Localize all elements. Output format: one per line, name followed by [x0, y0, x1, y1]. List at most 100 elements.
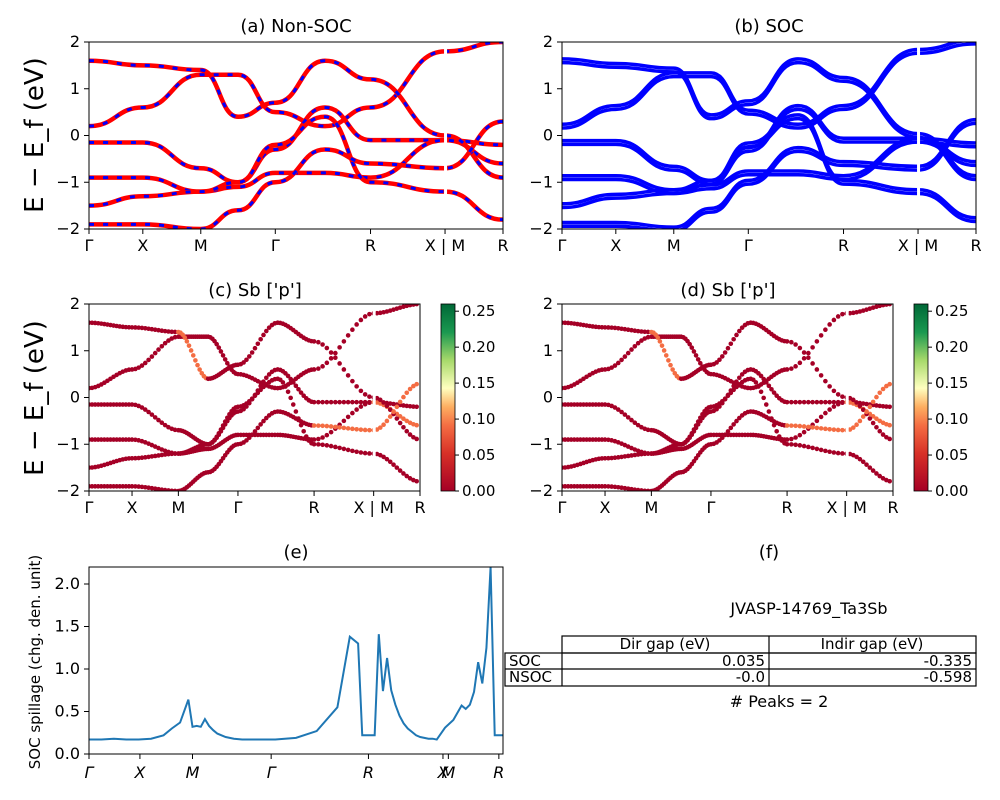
projection-dot	[691, 427, 697, 432]
projection-dot	[367, 394, 372, 399]
projection-dot	[810, 425, 815, 430]
band-line	[89, 137, 503, 194]
projection-dot	[320, 342, 325, 347]
projection-dot	[188, 348, 194, 353]
projection-dot	[867, 465, 873, 470]
projection-dot	[244, 357, 249, 363]
axes-frame	[88, 566, 504, 755]
projection-dot	[801, 350, 807, 355]
projection-dot	[397, 414, 403, 419]
projection-dot	[887, 304, 892, 307]
projection-dot	[397, 399, 403, 405]
projection-dot	[693, 423, 699, 428]
colorbar-tick-label: 0.15	[935, 374, 968, 392]
projection-dot	[793, 364, 798, 369]
projection-dot	[870, 468, 876, 473]
projection-dot	[249, 396, 255, 401]
projection-dot	[290, 380, 296, 385]
ytick-label: −1	[529, 172, 553, 191]
projection-dot	[793, 442, 798, 448]
projection-dot	[354, 426, 359, 432]
panel-d-projected: −2 −1 0 1 2 Γ X M Γ R X | M R	[529, 294, 898, 517]
projection-dot	[324, 360, 330, 366]
projection-dot	[827, 426, 832, 432]
projection-dot	[216, 345, 222, 350]
projection-dot	[691, 349, 697, 354]
ytick-label: −2	[56, 219, 80, 238]
projection-dot	[384, 403, 390, 409]
projection-dot	[328, 356, 334, 361]
spillage-ylabel: SOC spillage (chg. den. unit)	[26, 555, 44, 770]
projection-dot	[362, 450, 368, 456]
ytick-label: 2	[70, 294, 80, 313]
projection-dot	[670, 367, 675, 372]
projection-dot	[320, 364, 325, 369]
projection-dot	[337, 425, 342, 430]
projection-dot	[719, 435, 725, 441]
projection-dot	[384, 456, 390, 462]
projection-dot	[129, 437, 135, 442]
projection-dot	[857, 456, 863, 462]
projection-dot	[731, 387, 736, 393]
projection-dot	[172, 329, 178, 335]
projection-dot	[133, 455, 138, 461]
band-line-split	[562, 117, 976, 229]
projection-dot	[407, 432, 413, 437]
projection-dot	[728, 341, 734, 347]
band-line-split	[562, 107, 976, 186]
projection-dot	[668, 362, 673, 368]
projection-dot	[311, 437, 317, 442]
projection-dot	[136, 325, 141, 330]
projection-dot	[362, 314, 368, 319]
band-line-split	[562, 136, 976, 192]
projection-dot	[285, 389, 291, 395]
xtick-label: X	[137, 236, 148, 255]
projection-dot	[285, 373, 291, 379]
projection-dot	[218, 349, 224, 354]
peaks-count: # Peaks = 2	[730, 692, 829, 711]
projection-dot	[225, 360, 230, 366]
projection-dot	[293, 409, 299, 414]
projection-dot	[806, 350, 811, 356]
projection-dot	[328, 424, 334, 429]
colorbar-gradient	[440, 303, 456, 492]
projection-dot	[818, 399, 824, 405]
colorbar-c: 0.00 0.05 0.10 0.15 0.20 0.25	[440, 302, 495, 500]
projection-dot	[129, 455, 135, 461]
projection-dot	[698, 415, 703, 421]
projection-dot	[162, 340, 168, 346]
xtick-label: R	[970, 236, 981, 255]
projection-dot	[129, 325, 135, 330]
projection-dot	[249, 350, 255, 355]
projection-dot	[414, 381, 419, 387]
projection-dot	[823, 378, 828, 384]
projection-dot	[606, 484, 611, 489]
projection-dot	[394, 416, 400, 421]
projection-dot	[763, 380, 769, 385]
projection-dot	[797, 432, 803, 438]
path-break	[917, 42, 921, 229]
colorbar-tick-label: 0.25	[935, 302, 968, 320]
projection-dot	[737, 375, 742, 381]
projection-dot	[612, 405, 618, 410]
table-header-indir: Indir gap (eV)	[821, 635, 924, 653]
colorbar-d: 0.00 0.05 0.10 0.15 0.20 0.25	[913, 302, 968, 500]
projection-dot	[801, 429, 807, 435]
xtick-label: Γ	[267, 763, 277, 782]
projection-dot	[186, 343, 192, 348]
projection-dot	[835, 450, 841, 456]
projection-dot	[615, 360, 621, 366]
projection-dot	[870, 414, 876, 419]
projection-dot	[793, 399, 798, 405]
projection-dot	[609, 484, 614, 489]
projection-dot	[316, 442, 321, 447]
projection-dot	[761, 376, 766, 382]
xtick-label: X | M	[826, 498, 866, 517]
table-header-dir: Dir gap (eV)	[620, 635, 711, 653]
projection-dot	[693, 353, 699, 358]
projection-dot	[261, 332, 266, 338]
ytick-label: 1.0	[55, 659, 80, 678]
projection-dot	[394, 404, 400, 410]
projection-dot	[197, 367, 202, 372]
projection-dot	[350, 448, 355, 454]
